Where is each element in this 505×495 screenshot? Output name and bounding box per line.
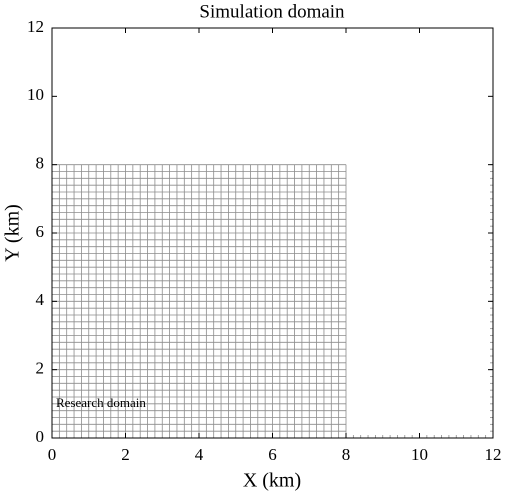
x-tick-label: 10 bbox=[411, 445, 428, 464]
chart-title: Simulation domain bbox=[199, 1, 345, 22]
y-tick-label: 6 bbox=[36, 222, 45, 241]
x-tick-label: 12 bbox=[485, 445, 502, 464]
x-tick-label: 0 bbox=[48, 445, 57, 464]
x-tick-label: 4 bbox=[195, 445, 204, 464]
annotation: Research domain bbox=[56, 395, 146, 410]
x-tick-label: 8 bbox=[342, 445, 351, 464]
y-tick-label: 2 bbox=[36, 359, 45, 378]
x-axis-label: X (km) bbox=[243, 470, 301, 492]
x-tick-label: 6 bbox=[268, 445, 277, 464]
y-tick-label: 4 bbox=[36, 290, 45, 309]
y-tick-label: 0 bbox=[36, 427, 45, 446]
y-tick-label: 12 bbox=[27, 17, 44, 36]
x-tick-label: 2 bbox=[121, 445, 130, 464]
y-axis-label: Y (km) bbox=[2, 204, 24, 262]
y-tick-label: 8 bbox=[36, 154, 45, 173]
y-tick-label: 10 bbox=[27, 85, 44, 104]
